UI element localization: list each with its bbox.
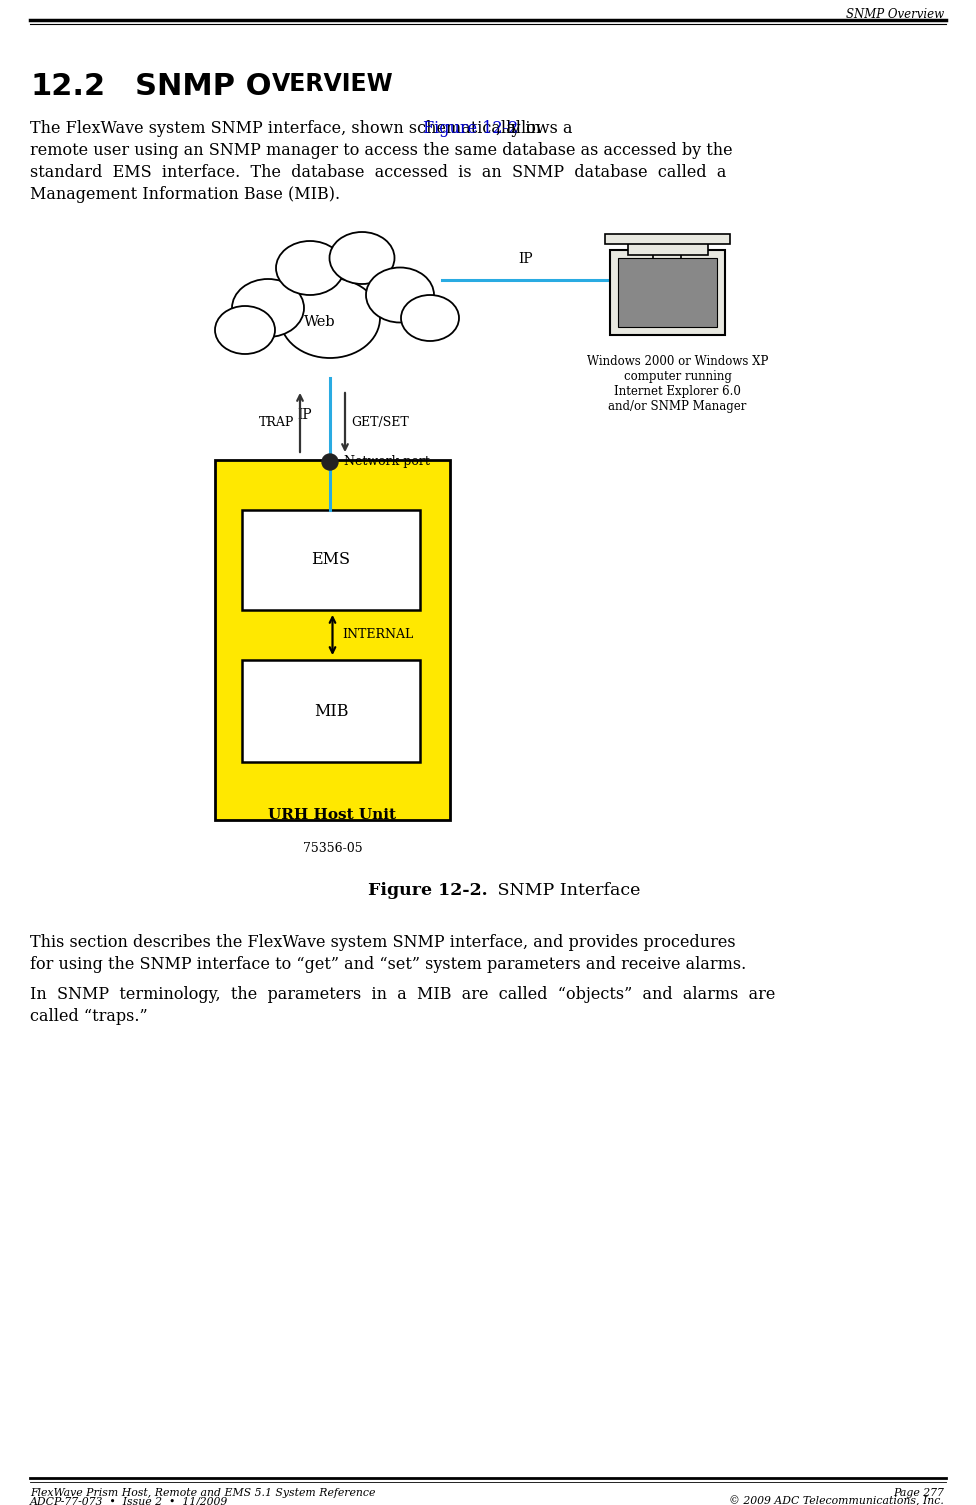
Text: SNMP Overview: SNMP Overview — [846, 8, 944, 21]
Text: Web: Web — [305, 315, 336, 330]
Ellipse shape — [280, 278, 380, 358]
Ellipse shape — [215, 306, 275, 354]
Bar — [605, 233, 730, 244]
Text: TRAP: TRAP — [259, 415, 294, 429]
Ellipse shape — [401, 295, 459, 342]
Text: URH Host Unit: URH Host Unit — [268, 808, 396, 822]
Ellipse shape — [276, 241, 344, 295]
Text: Figure 12-2: Figure 12-2 — [423, 120, 518, 137]
Bar — [215, 461, 450, 820]
Text: SNMP O: SNMP O — [135, 72, 271, 101]
Text: Figure 12-2.: Figure 12-2. — [368, 882, 488, 898]
Bar — [618, 257, 717, 327]
Text: FlexWave Prism Host, Remote and EMS 5.1 System Reference: FlexWave Prism Host, Remote and EMS 5.1 … — [30, 1488, 376, 1497]
Text: Page 277: Page 277 — [893, 1488, 944, 1497]
Ellipse shape — [366, 268, 434, 322]
Bar — [610, 250, 725, 336]
Text: GET/SET: GET/SET — [351, 415, 409, 429]
Text: IP: IP — [298, 408, 312, 421]
Text: Windows 2000 or Windows XP
computer running
Internet Explorer 6.0
and/or SNMP Ma: Windows 2000 or Windows XP computer runn… — [587, 355, 768, 412]
Text: 12.2: 12.2 — [30, 72, 105, 101]
Text: standard  EMS  interface.  The  database  accessed  is  an  SNMP  database  call: standard EMS interface. The database acc… — [30, 164, 726, 181]
Text: Management Information Base (MIB).: Management Information Base (MIB). — [30, 187, 340, 203]
Text: called “traps.”: called “traps.” — [30, 1008, 147, 1025]
Text: SNMP Interface: SNMP Interface — [492, 882, 640, 898]
Text: VERVIEW: VERVIEW — [272, 72, 393, 96]
Text: remote user using an SNMP manager to access the same database as accessed by the: remote user using an SNMP manager to acc… — [30, 141, 733, 160]
Bar — [242, 510, 420, 610]
Text: 75356-05: 75356-05 — [303, 841, 362, 855]
Text: MIB: MIB — [313, 703, 348, 719]
Text: ADCP-77-073  •  Issue 2  •  11/2009: ADCP-77-073 • Issue 2 • 11/2009 — [30, 1496, 228, 1505]
Text: Network port: Network port — [344, 456, 429, 468]
Text: © 2009 ADC Telecommunications, Inc.: © 2009 ADC Telecommunications, Inc. — [729, 1496, 944, 1505]
Bar — [242, 661, 420, 762]
Text: , allows a: , allows a — [496, 120, 573, 137]
Text: INTERNAL: INTERNAL — [343, 629, 414, 641]
Text: In  SNMP  terminology,  the  parameters  in  a  MIB  are  called  “objects”  and: In SNMP terminology, the parameters in a… — [30, 986, 775, 1002]
Circle shape — [322, 455, 338, 470]
Ellipse shape — [232, 278, 304, 337]
Text: for using the SNMP interface to “get” and “set” system parameters and receive al: for using the SNMP interface to “get” an… — [30, 956, 747, 974]
Bar — [628, 242, 708, 254]
Text: This section describes the FlexWave system SNMP interface, and provides procedur: This section describes the FlexWave syst… — [30, 935, 736, 951]
Text: EMS: EMS — [311, 551, 350, 569]
Ellipse shape — [330, 232, 394, 284]
Bar — [653, 248, 681, 265]
Text: IP: IP — [518, 251, 533, 266]
Text: The FlexWave system SNMP interface, shown schematically in: The FlexWave system SNMP interface, show… — [30, 120, 547, 137]
